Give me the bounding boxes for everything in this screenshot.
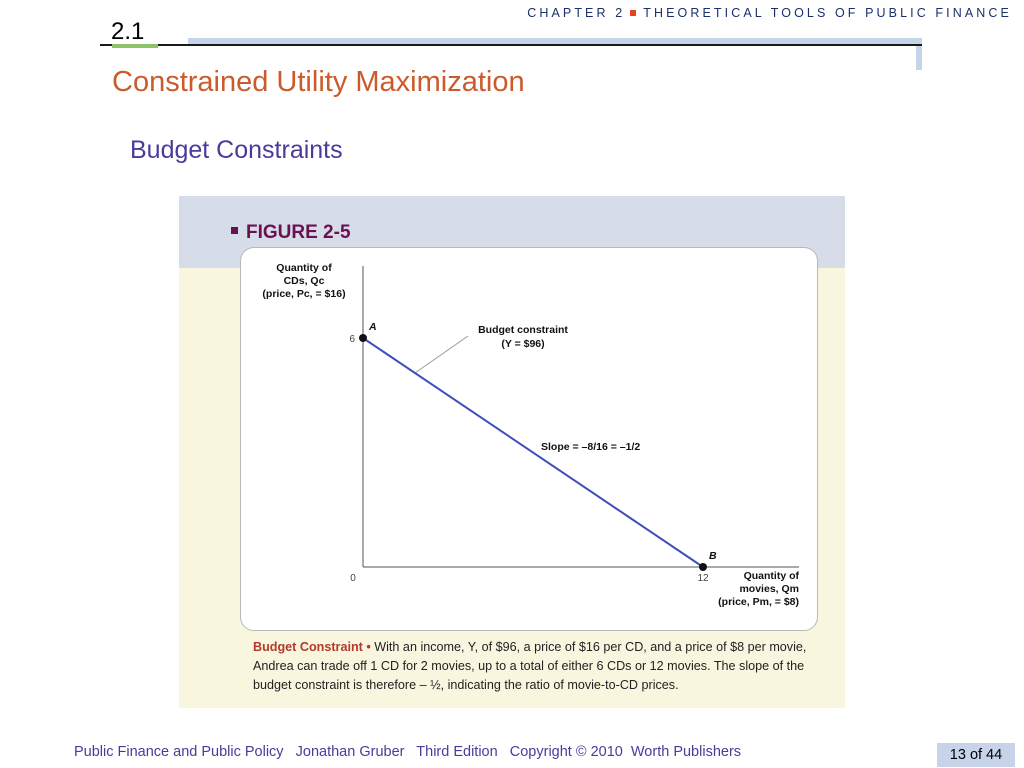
figure-caption: Budget Constraint • With an income, Y, o… [253, 638, 813, 695]
chart-frame: Quantity of CDs, Qc (price, Pc, = $16) Q… [240, 247, 818, 631]
x-tick-label-2: 12 [697, 573, 709, 584]
budget-constraint-annotation-line-1: Budget constraint [478, 324, 568, 336]
point-a [359, 334, 367, 342]
y-axis-title-line-3: (price, Pc, = $16) [262, 288, 345, 300]
y-tick-label-1: 6 [349, 334, 355, 345]
caption-head: Budget Constraint • [253, 640, 371, 654]
series-line-1 [362, 337, 704, 568]
section-number: 2.1 [111, 18, 145, 45]
slide-subtitle: Budget Constraints [130, 136, 343, 164]
y-axis-title: Quantity of CDs, Qc (price, Pc, = $16) [262, 262, 345, 300]
budget-constraint-annotation-line-2: (Y = $96) [501, 338, 544, 350]
book-title: THEORETICAL TOOLS OF PUBLIC FINANCE [643, 6, 1012, 20]
point-b [699, 563, 707, 571]
header-separator-icon [630, 10, 637, 17]
x-axis-title: Quantity of movies, Qm (price, Pm, = $8) [718, 570, 799, 608]
budget-constraint-annotation: Budget constraint (Y = $96) [478, 324, 568, 350]
figure-panel: FIGURE 2-5 Quantity of CDs, Qc (price, P… [179, 196, 845, 708]
chapter-label: CHAPTER 2 [527, 6, 626, 20]
point-b-label: B [709, 550, 717, 562]
x-tick-label-1: 0 [350, 573, 356, 584]
slope-annotation: Slope = –8/16 = –1/2 [541, 441, 640, 453]
budget-constraint-chart: Quantity of CDs, Qc (price, Pc, = $16) Q… [262, 262, 799, 608]
header-rule [100, 44, 922, 46]
section-underline [112, 44, 158, 48]
x-axis-title-line-3: (price, Pm, = $8) [718, 596, 799, 608]
plot-layer: 6 0 12 A B [349, 321, 717, 584]
y-axis-title-line-1: Quantity of [276, 262, 332, 274]
point-a-label: A [368, 321, 377, 333]
header-rule-accent [188, 38, 922, 44]
figure-label-text: FIGURE 2-5 [246, 222, 351, 243]
figure-label: FIGURE 2-5 [231, 222, 351, 244]
page-number-badge: 13 of 44 [937, 743, 1015, 767]
caption-body: With an income, Y, of $96, a price of $1… [253, 640, 807, 692]
footer-credits: Public Finance and Public Policy Jonatha… [74, 744, 742, 760]
x-axis-title-line-1: Quantity of [744, 570, 800, 582]
y-axis-title-line-2: CDs, Qc [284, 275, 325, 287]
bullet-icon [231, 227, 238, 234]
budget-constraint-leader-line [414, 335, 469, 374]
slide-title: Constrained Utility Maximization [112, 66, 525, 98]
chapter-header: CHAPTER 2 THEORETICAL TOOLS OF PUBLIC FIN… [527, 6, 1012, 20]
header-rule-accent-end [916, 44, 922, 70]
x-axis-title-line-2: movies, Qm [739, 583, 799, 595]
